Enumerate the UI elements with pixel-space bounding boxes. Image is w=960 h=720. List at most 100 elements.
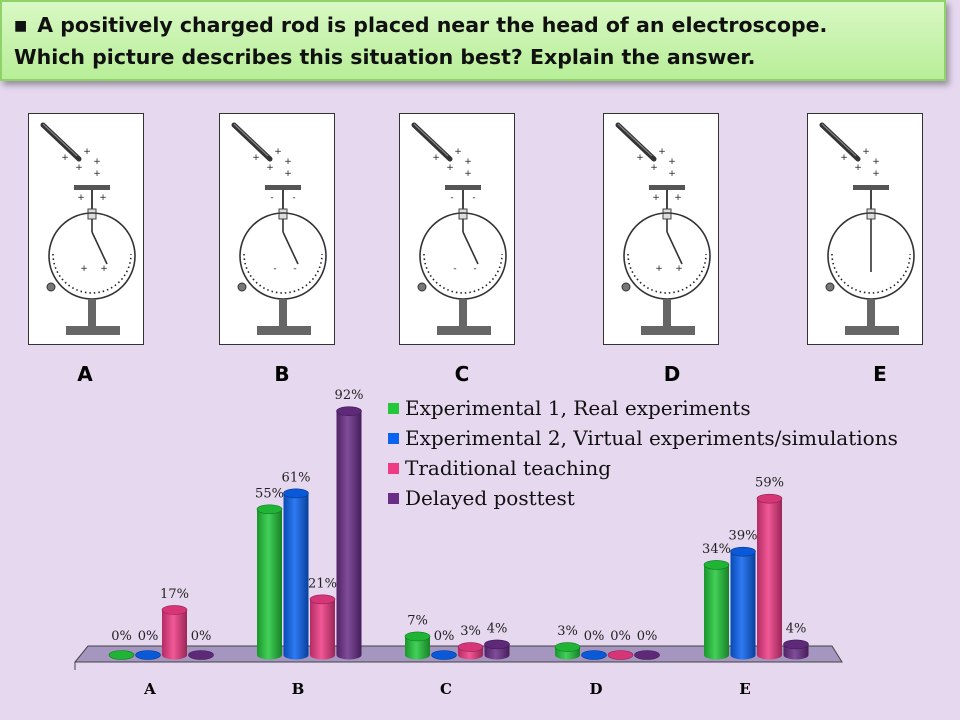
picture-label: A — [77, 362, 93, 386]
plus-sign: + — [75, 163, 83, 173]
legend-swatch — [388, 462, 399, 474]
rod-highlight — [617, 123, 653, 157]
legend-item: Experimental 1, Real experiments — [388, 393, 898, 423]
bar-top — [135, 650, 161, 660]
plus-sign: + — [61, 153, 69, 163]
bar-body — [162, 609, 187, 660]
plus-sign: + — [93, 157, 101, 167]
charged-rod — [40, 122, 82, 162]
legend-item: Delayed posttest — [388, 483, 898, 513]
bar: 0% — [135, 629, 161, 660]
bar: 21% — [308, 576, 337, 660]
scale-arc — [243, 253, 323, 294]
stand-post — [663, 299, 671, 326]
rod-highlight — [821, 123, 857, 157]
bar: 0% — [581, 629, 607, 660]
bar: 34% — [702, 542, 731, 660]
category-label: E — [739, 680, 750, 698]
plus-sign: + — [464, 157, 472, 167]
bullet-icon: ■ — [14, 18, 28, 34]
plus-sign: + — [432, 153, 440, 163]
legend-label: Experimental 1, Real experiments — [405, 396, 751, 420]
plus-sign: + — [274, 147, 282, 157]
stand-base — [66, 326, 120, 335]
insulator — [278, 208, 288, 220]
leaf-charge: + — [80, 264, 88, 274]
legend-item: Traditional teaching — [388, 453, 898, 483]
leaf-charge: - — [293, 264, 296, 274]
bar-top — [554, 642, 581, 652]
plus-sign: + — [252, 153, 260, 163]
electroscope-panel: + + + + + - - - - — [219, 113, 335, 345]
bar: 7% — [404, 613, 431, 660]
plate-charge: + — [77, 193, 85, 203]
stand-post — [279, 299, 287, 326]
bar-top — [161, 605, 188, 615]
bar-top — [283, 488, 309, 499]
question-line-1: A positively charged rod is placed near … — [37, 13, 828, 37]
plus-sign: + — [872, 169, 880, 179]
plate-charge: + — [99, 193, 107, 203]
plus-sign: + — [872, 157, 880, 167]
plus-sign: + — [266, 163, 274, 173]
data-label: 7% — [407, 613, 428, 628]
stand-base — [845, 326, 899, 335]
scale-arc — [627, 253, 707, 294]
data-label: 17% — [160, 587, 189, 602]
data-label: 0% — [584, 629, 605, 644]
electroscope-panel: + + + + + + + + + — [28, 113, 144, 345]
insulator — [866, 208, 876, 220]
category-label: B — [292, 680, 305, 698]
stand-base — [437, 326, 491, 335]
adjust-knob — [417, 282, 427, 292]
leaf-charge: - — [273, 264, 276, 274]
bar-top — [309, 594, 336, 605]
insulator — [458, 208, 468, 220]
stand-post — [867, 299, 875, 326]
bar-top — [188, 650, 214, 660]
charged-rod — [231, 122, 273, 162]
bar: 55% — [255, 486, 284, 660]
adjust-knob — [621, 282, 631, 292]
rod-highlight — [42, 123, 78, 157]
electroscope-drawing: ++++++ ++ + — [615, 122, 711, 335]
bar-body — [730, 551, 756, 660]
category-label: D — [589, 680, 602, 698]
adjust-knob — [825, 282, 835, 292]
adjust-knob — [237, 282, 247, 292]
data-label: 59% — [755, 476, 784, 491]
bar: 4% — [783, 621, 809, 660]
electroscope-drawing: +++++ — [819, 122, 915, 335]
data-label: 0% — [191, 629, 212, 644]
electroscope-drawing: ++++++ ++ + — [40, 122, 136, 335]
adjust-knob — [46, 282, 56, 292]
bar: 4% — [484, 621, 510, 660]
bar: 0% — [188, 629, 214, 660]
stand-post — [88, 299, 96, 326]
picture-label: E — [873, 362, 887, 386]
electroscope-drawing: +++++- -- - — [231, 122, 327, 335]
insulator — [662, 208, 672, 220]
needle — [462, 231, 479, 265]
electroscope-plate — [853, 185, 889, 190]
bar: 59% — [755, 476, 784, 660]
charged-rod — [411, 122, 453, 162]
data-label: 0% — [637, 629, 658, 644]
plus-sign: + — [650, 163, 658, 173]
bar-top — [783, 639, 809, 650]
legend-swatch — [388, 432, 399, 444]
charged-rod — [819, 122, 861, 162]
legend-label: Delayed posttest — [405, 486, 575, 510]
question-box: ■ A positively charged rod is placed near… — [0, 0, 946, 81]
electroscope-plate — [74, 185, 110, 190]
plus-sign: + — [854, 163, 862, 173]
electroscope-plate — [265, 185, 301, 190]
plate-charge: + — [674, 193, 682, 203]
bar-top — [336, 406, 362, 417]
category-label: A — [143, 680, 156, 698]
bar-top — [404, 631, 431, 642]
bar: 3% — [554, 624, 581, 660]
bar-top — [484, 639, 510, 650]
plus-sign: + — [284, 169, 292, 179]
plate-charge: + — [652, 193, 660, 203]
